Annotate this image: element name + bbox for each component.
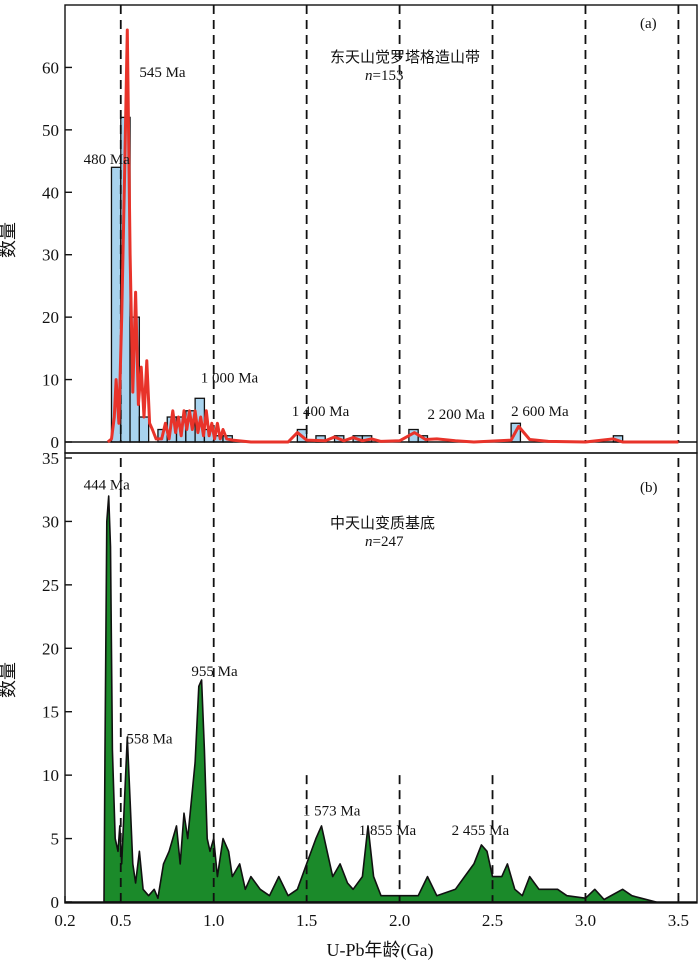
panel-b-label: (b) bbox=[640, 480, 658, 496]
x-tick-label: 0.2 bbox=[54, 911, 75, 930]
peak-age-label: 955 Ma bbox=[191, 664, 238, 680]
panel-b-density-area bbox=[65, 495, 697, 903]
probability-density-curve bbox=[106, 28, 679, 444]
x-tick-label: 3.5 bbox=[668, 911, 689, 930]
panel-a-n-label: n=153 bbox=[365, 68, 403, 84]
y-tick-label: 30 bbox=[42, 246, 59, 265]
peak-age-label: 1 573 Ma bbox=[303, 804, 361, 820]
panel-b-y-ticks: 0 5 10 15 20 25 30 35 bbox=[42, 449, 72, 912]
panel-b-n-label: n=247 bbox=[365, 534, 404, 550]
panel-b-annotations: 444 Ma 558 Ma 955 Ma 1 573 Ma 1 855 Ma 2 455 … bbox=[84, 478, 510, 839]
y-tick-label: 10 bbox=[42, 766, 59, 785]
x-tick-label: 1.5 bbox=[296, 911, 317, 930]
y-tick-label: 10 bbox=[42, 371, 59, 390]
peak-age-label: 2 200 Ma bbox=[427, 407, 485, 423]
x-axis-label: U-Pb年龄(Ga) bbox=[327, 940, 434, 961]
panel-a-n-value: =153 bbox=[373, 68, 404, 84]
peak-age-label: 558 Ma bbox=[126, 731, 173, 747]
x-tick-label: 3.0 bbox=[575, 911, 596, 930]
panel-a-n-symbol: n bbox=[365, 68, 373, 84]
panel-a-title: 东天山觉罗塔格造山带 bbox=[330, 49, 480, 66]
peak-age-label: 1 400 Ma bbox=[292, 404, 350, 420]
panel-b-frame bbox=[64, 452, 698, 904]
peak-age-label: 1 855 Ma bbox=[359, 823, 417, 839]
panel-a-y-axis-label: 数量 bbox=[0, 222, 18, 258]
panel-b-n-symbol: n bbox=[365, 534, 373, 550]
panel-b-title: 中天山变质基底 bbox=[330, 515, 435, 532]
peak-age-label: 444 Ma bbox=[84, 478, 131, 494]
peak-age-label: 545 Ma bbox=[139, 65, 186, 81]
x-tick-label: 0.5 bbox=[110, 911, 131, 930]
x-tick-label: 1.0 bbox=[203, 911, 224, 930]
panel-b-x-ticks: 0.2 0.5 1.0 1.5 2.0 2.5 3.0 3.5 bbox=[54, 896, 689, 930]
panel-b-dashed-lines bbox=[119, 458, 680, 902]
panel-a-label: (a) bbox=[640, 16, 657, 32]
histogram-bar bbox=[138, 416, 150, 443]
peak-age-label: 1 000 Ma bbox=[201, 371, 259, 387]
peak-age-label: 480 Ma bbox=[84, 152, 131, 168]
y-tick-label: 30 bbox=[42, 512, 59, 531]
panel-a-annotations: 545 Ma 480 Ma 1 000 Ma 1 400 Ma 2 200 Ma 2 60… bbox=[84, 65, 569, 423]
y-tick-label: 40 bbox=[42, 183, 59, 202]
y-tick-label: 0 bbox=[51, 893, 60, 912]
y-tick-label: 0 bbox=[51, 433, 60, 452]
peak-age-label: 2 600 Ma bbox=[511, 404, 569, 420]
y-tick-label: 15 bbox=[42, 703, 59, 722]
y-tick-label: 20 bbox=[42, 308, 59, 327]
x-tick-label: 2.5 bbox=[482, 911, 503, 930]
panel-a: 0 10 20 30 40 50 60 545 Ma 480 Ma 1 000 Ma 1 400 … bbox=[0, 4, 698, 454]
panel-a-histogram bbox=[65, 116, 697, 443]
age-distribution-area bbox=[103, 495, 657, 903]
panel-a-density-curve bbox=[106, 28, 679, 444]
panel-a-y-ticks: 0 10 20 30 40 50 60 bbox=[42, 58, 72, 452]
y-tick-label: 60 bbox=[42, 58, 59, 77]
y-tick-label: 20 bbox=[42, 639, 59, 658]
y-tick-label: 50 bbox=[42, 121, 59, 140]
x-tick-label: 2.0 bbox=[389, 911, 410, 930]
panel-a-dashed-lines bbox=[119, 5, 680, 442]
y-tick-label: 35 bbox=[42, 449, 59, 468]
panel-b-y-axis-label: 数量 bbox=[0, 662, 18, 698]
peak-age-label: 2 455 Ma bbox=[452, 823, 510, 839]
panel-b-n-value: =247 bbox=[373, 534, 404, 550]
y-tick-label: 25 bbox=[42, 576, 59, 595]
y-tick-label: 5 bbox=[51, 830, 60, 849]
